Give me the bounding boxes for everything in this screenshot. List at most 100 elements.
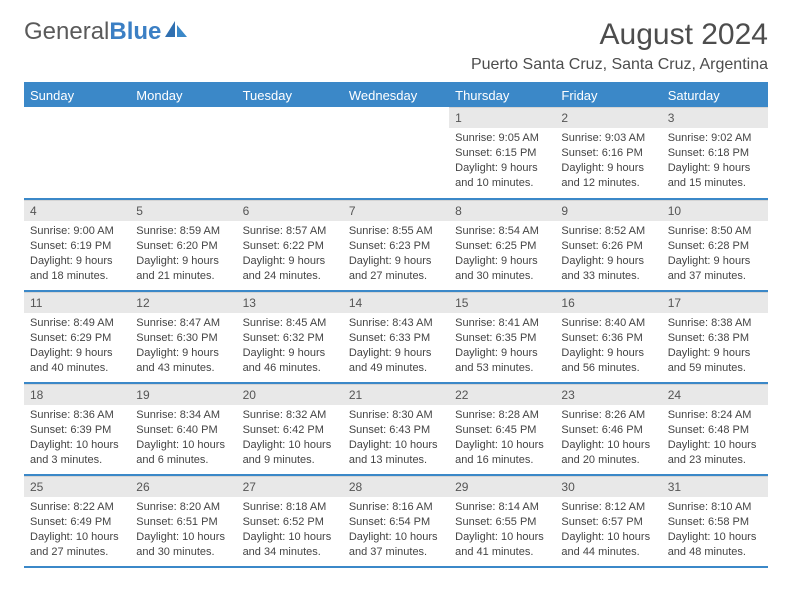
day-cell (343, 107, 449, 199)
sunrise-text: Sunrise: 9:03 AM (561, 131, 655, 146)
day-number: 29 (449, 476, 555, 497)
day-number: 15 (449, 292, 555, 313)
day-cell: 24Sunrise: 8:24 AMSunset: 6:48 PMDayligh… (662, 383, 768, 475)
week-row: 18Sunrise: 8:36 AMSunset: 6:39 PMDayligh… (24, 383, 768, 475)
day-cell: 1Sunrise: 9:05 AMSunset: 6:15 PMDaylight… (449, 107, 555, 199)
day-details: Sunrise: 8:43 AMSunset: 6:33 PMDaylight:… (343, 313, 449, 379)
daylight-text: Daylight: 10 hours and 44 minutes. (561, 530, 655, 560)
day-cell: 22Sunrise: 8:28 AMSunset: 6:45 PMDayligh… (449, 383, 555, 475)
day-number: 12 (130, 292, 236, 313)
daylight-text: Daylight: 10 hours and 6 minutes. (136, 438, 230, 468)
day-number: 27 (237, 476, 343, 497)
day-cell: 27Sunrise: 8:18 AMSunset: 6:52 PMDayligh… (237, 475, 343, 567)
sunset-text: Sunset: 6:22 PM (243, 239, 337, 254)
sunrise-text: Sunrise: 8:50 AM (668, 224, 762, 239)
daylight-text: Daylight: 9 hours and 43 minutes. (136, 346, 230, 376)
daylight-text: Daylight: 9 hours and 59 minutes. (668, 346, 762, 376)
day-details: Sunrise: 8:36 AMSunset: 6:39 PMDaylight:… (24, 405, 130, 471)
day-number: 1 (449, 107, 555, 128)
day-cell: 19Sunrise: 8:34 AMSunset: 6:40 PMDayligh… (130, 383, 236, 475)
logo: GeneralBlue (24, 18, 188, 46)
day-cell: 7Sunrise: 8:55 AMSunset: 6:23 PMDaylight… (343, 199, 449, 291)
sunrise-text: Sunrise: 8:22 AM (30, 500, 124, 515)
daylight-text: Daylight: 9 hours and 18 minutes. (30, 254, 124, 284)
sunset-text: Sunset: 6:48 PM (668, 423, 762, 438)
daylight-text: Daylight: 9 hours and 24 minutes. (243, 254, 337, 284)
day-cell: 21Sunrise: 8:30 AMSunset: 6:43 PMDayligh… (343, 383, 449, 475)
sunrise-text: Sunrise: 8:32 AM (243, 408, 337, 423)
day-number: 30 (555, 476, 661, 497)
sunrise-text: Sunrise: 8:41 AM (455, 316, 549, 331)
sunset-text: Sunset: 6:40 PM (136, 423, 230, 438)
sunset-text: Sunset: 6:35 PM (455, 331, 549, 346)
day-number: 10 (662, 200, 768, 221)
day-number: 17 (662, 292, 768, 313)
day-number: 25 (24, 476, 130, 497)
sunrise-text: Sunrise: 8:24 AM (668, 408, 762, 423)
day-details: Sunrise: 8:45 AMSunset: 6:32 PMDaylight:… (237, 313, 343, 379)
day-details: Sunrise: 8:30 AMSunset: 6:43 PMDaylight:… (343, 405, 449, 471)
day-details: Sunrise: 8:38 AMSunset: 6:38 PMDaylight:… (662, 313, 768, 379)
day-number: 28 (343, 476, 449, 497)
sunrise-text: Sunrise: 8:40 AM (561, 316, 655, 331)
daylight-text: Daylight: 10 hours and 30 minutes. (136, 530, 230, 560)
sunrise-text: Sunrise: 8:54 AM (455, 224, 549, 239)
day-number: 6 (237, 200, 343, 221)
day-cell: 4Sunrise: 9:00 AMSunset: 6:19 PMDaylight… (24, 199, 130, 291)
logo-text-blue: Blue (109, 18, 161, 46)
week-row: 1Sunrise: 9:05 AMSunset: 6:15 PMDaylight… (24, 107, 768, 199)
day-number: 19 (130, 384, 236, 405)
day-number: 18 (24, 384, 130, 405)
sunrise-text: Sunrise: 9:05 AM (455, 131, 549, 146)
day-cell: 13Sunrise: 8:45 AMSunset: 6:32 PMDayligh… (237, 291, 343, 383)
daylight-text: Daylight: 10 hours and 41 minutes. (455, 530, 549, 560)
daylight-text: Daylight: 9 hours and 10 minutes. (455, 161, 549, 191)
day-cell (237, 107, 343, 199)
sunset-text: Sunset: 6:52 PM (243, 515, 337, 530)
day-cell: 15Sunrise: 8:41 AMSunset: 6:35 PMDayligh… (449, 291, 555, 383)
day-header: Monday (130, 83, 236, 107)
day-cell (130, 107, 236, 199)
daylight-text: Daylight: 10 hours and 27 minutes. (30, 530, 124, 560)
day-number: 20 (237, 384, 343, 405)
day-details: Sunrise: 8:52 AMSunset: 6:26 PMDaylight:… (555, 221, 661, 287)
day-cell: 23Sunrise: 8:26 AMSunset: 6:46 PMDayligh… (555, 383, 661, 475)
day-number: 13 (237, 292, 343, 313)
sunrise-text: Sunrise: 8:47 AM (136, 316, 230, 331)
day-number: 24 (662, 384, 768, 405)
daylight-text: Daylight: 10 hours and 37 minutes. (349, 530, 443, 560)
day-details: Sunrise: 9:00 AMSunset: 6:19 PMDaylight:… (24, 221, 130, 287)
daylight-text: Daylight: 9 hours and 30 minutes. (455, 254, 549, 284)
daylight-text: Daylight: 9 hours and 53 minutes. (455, 346, 549, 376)
day-cell: 20Sunrise: 8:32 AMSunset: 6:42 PMDayligh… (237, 383, 343, 475)
week-row: 11Sunrise: 8:49 AMSunset: 6:29 PMDayligh… (24, 291, 768, 383)
day-number: 8 (449, 200, 555, 221)
day-number: 5 (130, 200, 236, 221)
daylight-text: Daylight: 9 hours and 56 minutes. (561, 346, 655, 376)
day-header: Saturday (662, 83, 768, 107)
daylight-text: Daylight: 9 hours and 27 minutes. (349, 254, 443, 284)
day-number: 2 (555, 107, 661, 128)
day-details: Sunrise: 8:41 AMSunset: 6:35 PMDaylight:… (449, 313, 555, 379)
sunrise-text: Sunrise: 8:10 AM (668, 500, 762, 515)
day-header: Tuesday (237, 83, 343, 107)
sunrise-text: Sunrise: 8:52 AM (561, 224, 655, 239)
day-details: Sunrise: 8:12 AMSunset: 6:57 PMDaylight:… (555, 497, 661, 563)
day-details: Sunrise: 8:34 AMSunset: 6:40 PMDaylight:… (130, 405, 236, 471)
title-block: August 2024 Puerto Santa Cruz, Santa Cru… (471, 18, 768, 74)
sunset-text: Sunset: 6:49 PM (30, 515, 124, 530)
day-cell: 9Sunrise: 8:52 AMSunset: 6:26 PMDaylight… (555, 199, 661, 291)
sunset-text: Sunset: 6:55 PM (455, 515, 549, 530)
sunrise-text: Sunrise: 8:20 AM (136, 500, 230, 515)
day-number: 23 (555, 384, 661, 405)
day-details: Sunrise: 8:54 AMSunset: 6:25 PMDaylight:… (449, 221, 555, 287)
sunset-text: Sunset: 6:36 PM (561, 331, 655, 346)
day-details: Sunrise: 8:55 AMSunset: 6:23 PMDaylight:… (343, 221, 449, 287)
sunset-text: Sunset: 6:25 PM (455, 239, 549, 254)
sunrise-text: Sunrise: 8:45 AM (243, 316, 337, 331)
day-details: Sunrise: 8:50 AMSunset: 6:28 PMDaylight:… (662, 221, 768, 287)
sunrise-text: Sunrise: 8:43 AM (349, 316, 443, 331)
day-number: 31 (662, 476, 768, 497)
sunrise-text: Sunrise: 8:34 AM (136, 408, 230, 423)
day-number: 4 (24, 200, 130, 221)
